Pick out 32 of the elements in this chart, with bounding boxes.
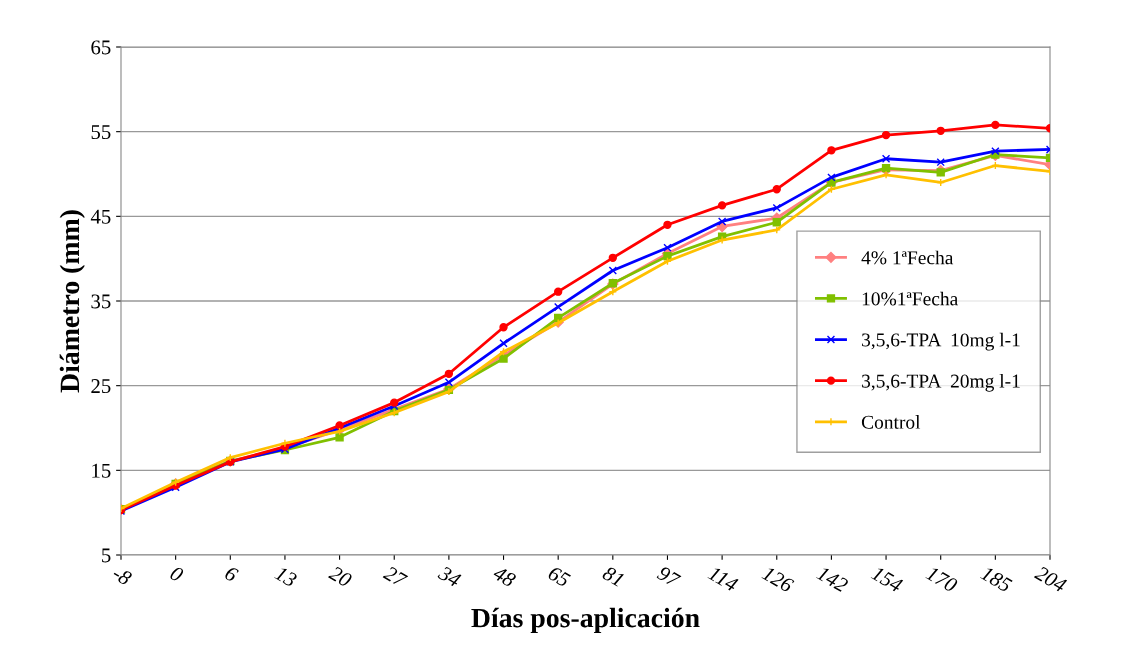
x-tick-label: 48	[491, 565, 517, 588]
legend-label: 10%1ªFecha	[862, 291, 958, 306]
y-tick-label: 5	[102, 548, 111, 563]
x-tick-label: 185	[979, 565, 1013, 593]
x-tick-label: 154	[870, 565, 904, 593]
y-tick-label: 45	[90, 209, 111, 224]
x-tick-label: 170	[925, 565, 959, 593]
y-tick-label: 55	[91, 125, 111, 140]
x-tick-label: 34	[437, 565, 462, 588]
y-tick-label: 15	[92, 463, 111, 478]
x-tick-label: 97	[656, 565, 682, 589]
legend-label: 3,5,6-TPA 10mg l-1	[862, 332, 1020, 351]
x-tick-label: -8	[111, 565, 133, 586]
y-tick-label: 25	[91, 379, 111, 394]
x-tick-label: 114	[707, 565, 739, 592]
x-tick-label: 0	[169, 565, 185, 583]
x-tick-label: 13	[273, 565, 298, 588]
x-tick-label: 6	[223, 565, 240, 583]
y-axis-title: Diámetro (mm)	[59, 210, 85, 393]
x-tick-label: 142	[816, 565, 849, 593]
x-tick-label: 126	[761, 565, 795, 593]
legend-label: 3,5,6-TPA 20mg l-1	[862, 373, 1020, 392]
x-tick-label: 81	[601, 565, 625, 587]
x-tick-label: 65	[547, 565, 572, 588]
legend-label: Control	[861, 415, 921, 429]
y-tick-label: 35	[91, 294, 111, 309]
y-tick-label: 65	[91, 40, 111, 55]
legend-label: 4% 1ªFecha	[861, 250, 954, 265]
x-axis-title: Días pos-aplicación	[471, 607, 700, 634]
x-tick-label: 20	[327, 565, 353, 588]
x-tick-label: 204	[1033, 565, 1068, 593]
x-tick-label: 27	[382, 565, 409, 589]
